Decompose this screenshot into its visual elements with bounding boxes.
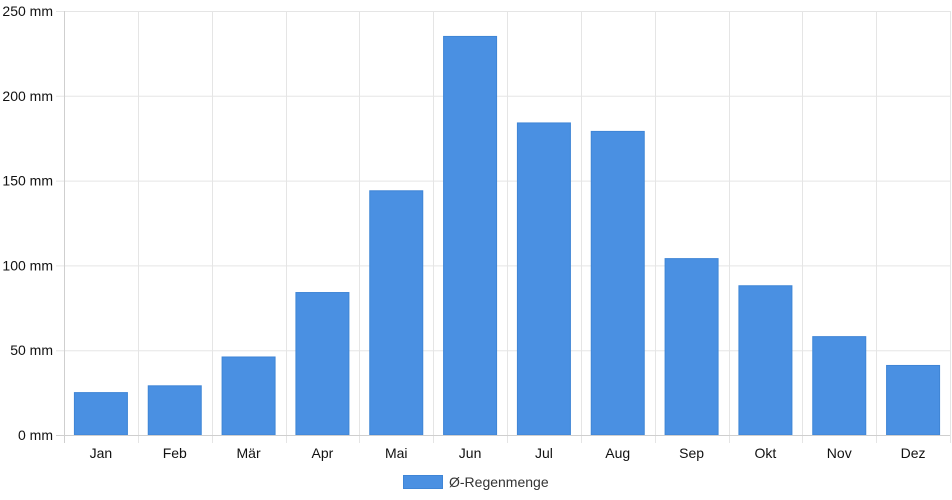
y-tick-label: 0 mm: [18, 427, 53, 443]
legend[interactable]: Ø-Regenmenge: [403, 472, 549, 492]
x-tick-label: Nov: [827, 445, 852, 461]
x-axis: Jan Feb Mär Apr Mai Jun Jul Aug Sep Okt Nov Dez: [56, 435, 950, 461]
bar-mai[interactable]: [369, 190, 424, 436]
y-tick-label: 250 mm: [2, 3, 53, 19]
x-tick-label: Jan: [90, 445, 113, 461]
y-tick-label: 100 mm: [2, 257, 53, 273]
bar-nov[interactable]: [812, 336, 867, 436]
bar-feb[interactable]: [147, 385, 202, 436]
bar-aug[interactable]: [590, 130, 645, 436]
x-tick-label: Aug: [605, 445, 630, 461]
bar-jan[interactable]: [73, 392, 128, 436]
bar-dez[interactable]: [886, 364, 941, 436]
bars: [73, 35, 941, 436]
bar-jul[interactable]: [516, 122, 571, 436]
x-tick-label: Dez: [901, 445, 926, 461]
x-tick-label: Mai: [385, 445, 408, 461]
x-tick-label: Sep: [679, 445, 704, 461]
y-tick-label: 150 mm: [2, 173, 53, 189]
x-tick-label: Jul: [535, 445, 553, 461]
bar-apr[interactable]: [295, 292, 350, 436]
x-tick-label: Jun: [459, 445, 482, 461]
x-tick-label: Okt: [755, 445, 777, 461]
x-tick-label: Apr: [312, 445, 334, 461]
bar-sep[interactable]: [664, 258, 719, 436]
grid-lines: [56, 11, 951, 443]
bar-jun[interactable]: [443, 35, 498, 436]
bar-okt[interactable]: [738, 285, 793, 436]
x-tick-label: Mär: [237, 445, 261, 461]
legend-label: Ø-Regenmenge: [449, 474, 549, 490]
y-tick-label: 200 mm: [2, 88, 53, 104]
bar-mär[interactable]: [221, 356, 276, 436]
x-tick-label: Feb: [163, 445, 187, 461]
legend-swatch: [403, 475, 443, 489]
y-axis: 0 mm 50 mm 100 mm 150 mm 200 mm 250 mm: [2, 3, 65, 443]
y-tick-label: 50 mm: [10, 342, 53, 358]
